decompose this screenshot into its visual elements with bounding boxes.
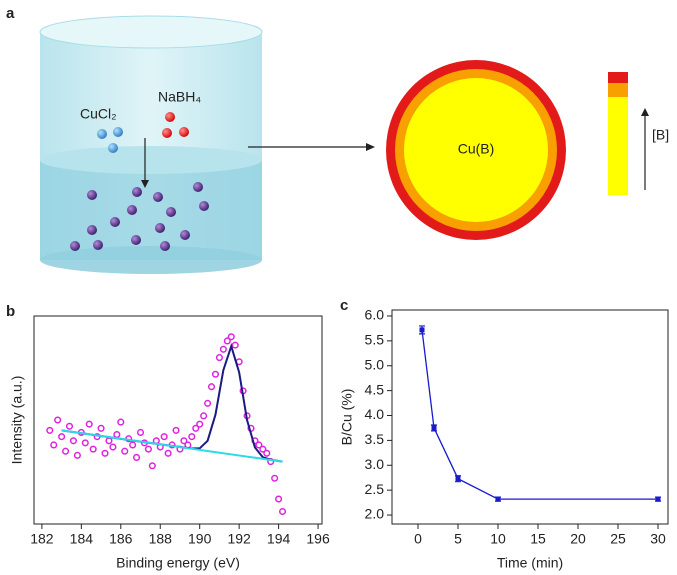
data-point — [71, 438, 77, 444]
data-point — [98, 426, 104, 432]
data-point — [221, 346, 227, 352]
data-point — [213, 371, 219, 377]
data-point — [232, 342, 238, 348]
figure: a CuCl₂ NaBH₄ Cu(B) [B] b Binding energy … — [0, 0, 677, 575]
x-tick-label: 186 — [109, 531, 133, 547]
x-tick-label: 192 — [227, 531, 251, 547]
plot-frame — [392, 310, 668, 524]
data-point — [276, 496, 282, 502]
data-point — [47, 428, 53, 434]
data-point — [205, 401, 211, 407]
data-point — [102, 450, 108, 456]
data-point — [138, 430, 144, 436]
y-tick-label: 4.5 — [365, 381, 385, 397]
data-point — [110, 444, 116, 450]
data-point — [82, 440, 88, 446]
y-tick-label: 3.5 — [365, 431, 385, 447]
data-point — [118, 419, 124, 425]
x-tick-label: 196 — [306, 531, 330, 547]
data-point — [86, 421, 92, 427]
data-point — [420, 327, 425, 332]
plot-frame — [34, 316, 322, 524]
gradient-bar — [608, 72, 628, 195]
data-line — [422, 330, 658, 499]
panel-label: a — [6, 5, 15, 22]
data-point — [161, 434, 167, 440]
data-point — [272, 475, 278, 481]
x-tick-label: 5 — [454, 531, 462, 547]
data-point — [150, 463, 156, 469]
data-point — [209, 384, 215, 390]
y-tick-label: 5.0 — [365, 356, 385, 372]
x-tick-label: 10 — [490, 531, 506, 547]
x-tick-label: 194 — [267, 531, 291, 547]
x-tick-label: 182 — [30, 531, 54, 547]
reactant-label: CuCl₂ — [80, 106, 117, 122]
y-axis-label: B/Cu (%) — [339, 389, 355, 446]
data-point — [51, 442, 57, 448]
panel-label: b — [6, 303, 15, 320]
panel-label: c — [340, 297, 348, 314]
data-point — [106, 438, 112, 444]
data-point — [456, 476, 461, 481]
data-point — [134, 455, 140, 461]
data-point — [201, 413, 207, 419]
y-tick-label: 2.5 — [365, 481, 385, 497]
y-tick-label: 4.0 — [365, 406, 385, 422]
data-point — [165, 450, 171, 456]
x-axis-label: Time (min) — [497, 555, 563, 571]
x-tick-label: 20 — [570, 531, 586, 547]
y-tick-label: 6.0 — [365, 307, 385, 323]
data-point — [173, 428, 179, 434]
data-point — [75, 453, 81, 459]
data-point — [90, 446, 96, 452]
data-point — [432, 425, 437, 430]
x-tick-label: 0 — [414, 531, 422, 547]
data-point — [63, 448, 69, 454]
x-tick-label: 30 — [650, 531, 666, 547]
x-tick-label: 15 — [530, 531, 546, 547]
y-tick-label: 3.0 — [365, 456, 385, 472]
data-point — [67, 423, 73, 429]
data-point — [189, 434, 195, 440]
data-point — [114, 432, 120, 438]
data-point — [146, 446, 152, 452]
fit-line — [62, 346, 283, 461]
x-axis-label: Binding energy (eV) — [116, 555, 240, 571]
y-tick-label: 5.5 — [365, 332, 385, 348]
data-point — [656, 497, 661, 502]
data-point — [197, 421, 203, 427]
y-axis-label: Intensity (a.u.) — [9, 376, 25, 465]
data-point — [264, 450, 270, 456]
data-point — [496, 497, 501, 502]
x-tick-label: 184 — [70, 531, 94, 547]
gradient-label: [B] — [652, 127, 669, 143]
y-tick-label: 2.0 — [365, 506, 385, 522]
data-point — [59, 434, 65, 440]
data-point — [55, 417, 61, 423]
x-tick-label: 188 — [149, 531, 173, 547]
data-point — [228, 334, 234, 340]
data-point — [217, 355, 223, 361]
data-point — [130, 442, 136, 448]
data-point — [280, 509, 286, 515]
beaker — [40, 16, 262, 274]
x-tick-label: 190 — [188, 531, 212, 547]
reactant-label: NaBH₄ — [158, 89, 201, 105]
x-tick-label: 25 — [610, 531, 626, 547]
data-point — [122, 448, 128, 454]
particle-label: Cu(B) — [458, 141, 495, 157]
